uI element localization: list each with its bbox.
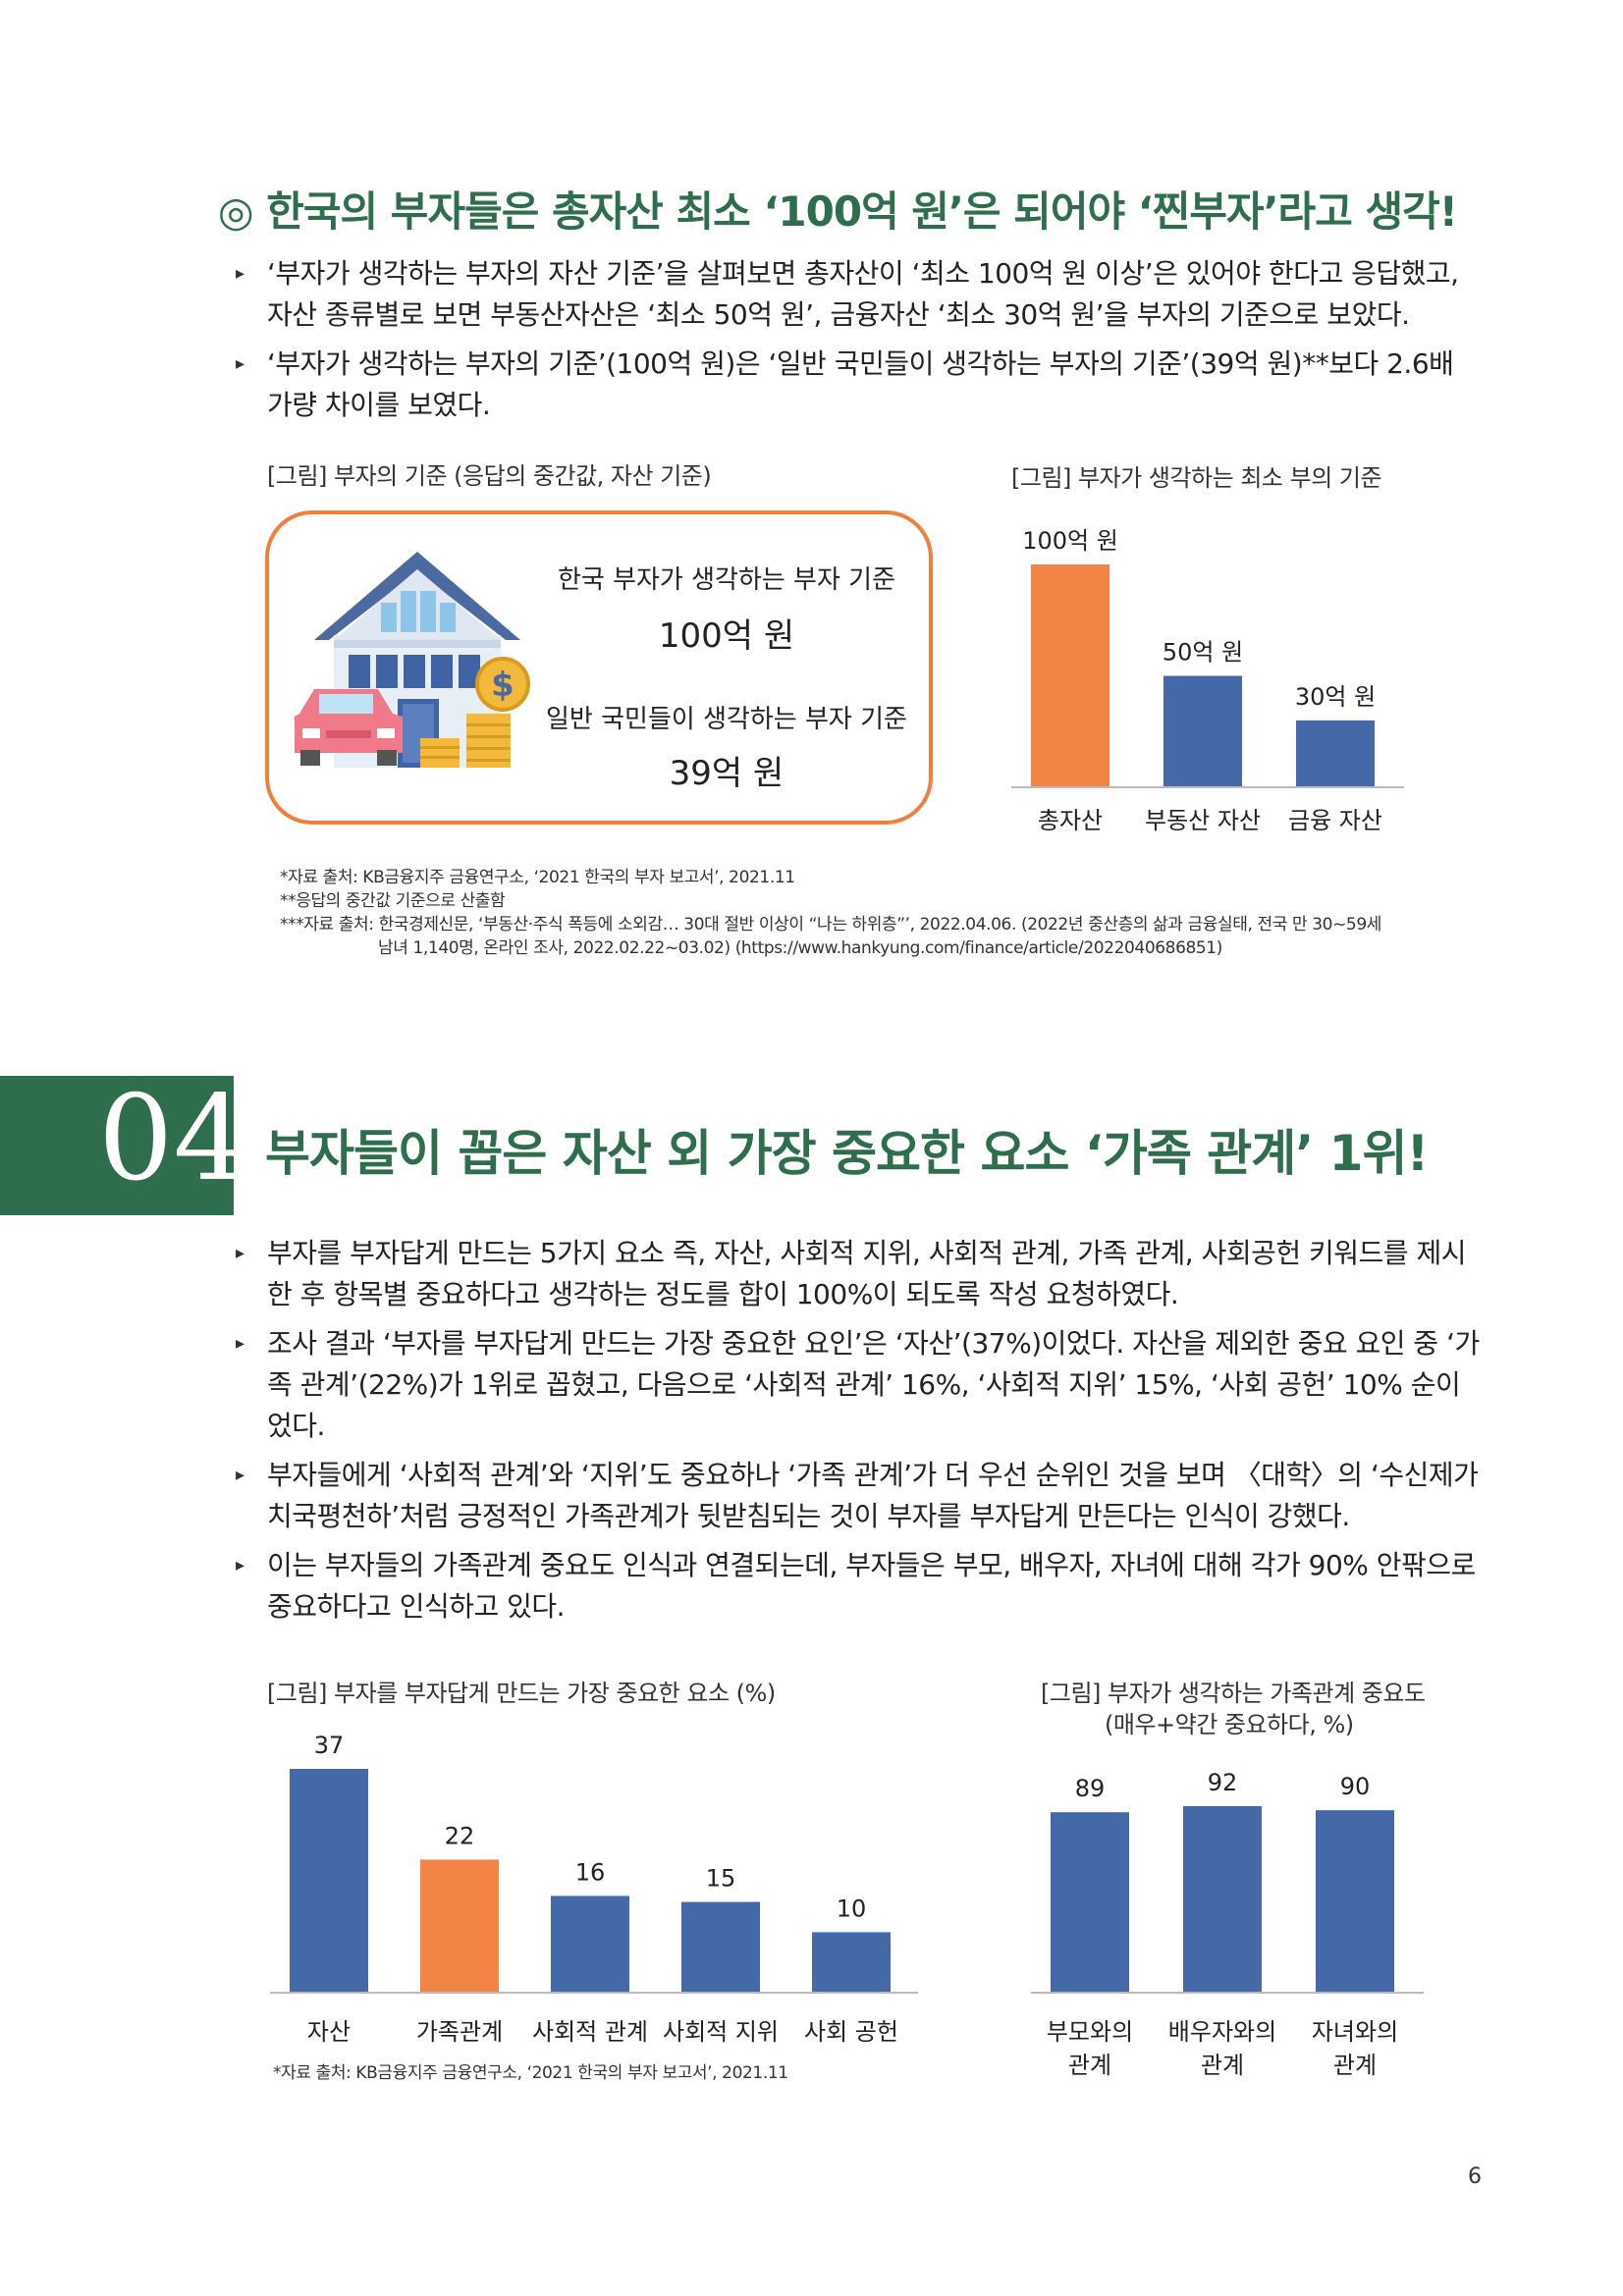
category-label: 부모와의	[1047, 2018, 1133, 2046]
footnote: *자료 출처: KB금융지주 금융연구소, ‘2021 한국의 부자 보고서’,…	[280, 868, 795, 887]
data-label: 22	[445, 1822, 475, 1849]
section-title: 부자들이 꼽은 자산 외 가장 중요한 요소 ‘가족 관계’ 1위!	[265, 1125, 1429, 1182]
figure-caption: [그림] 부자를 부자답게 만드는 가장 중요한 요소 (%)	[267, 1680, 776, 1707]
category-label: 관계	[1068, 2052, 1111, 2079]
category-label: 관계	[1201, 2052, 1244, 2079]
bar	[551, 1896, 629, 1993]
category-label: 관계	[1333, 2052, 1377, 2079]
bullet-item: 부자들에게 ‘사회적 관계’와 ‘지위’도 중요하나 ‘가족 관계’가 더 우선…	[236, 1455, 1483, 1537]
category-label: 가족관계	[416, 2018, 503, 2046]
category-label: 총자산	[1038, 807, 1103, 834]
section-number-badge	[0, 1076, 234, 1215]
category-label: 금융 자산	[1288, 807, 1382, 834]
category-label: 사회 공헌	[804, 2018, 898, 2046]
criteria-value-rich: 100억 원	[658, 616, 795, 656]
bullet-item: 이는 부자들의 가족관계 중요도 인식과 연결되는데, 부자들은 부모, 배우자…	[236, 1545, 1483, 1628]
bar	[681, 1901, 760, 1993]
data-label: 90	[1340, 1773, 1371, 1800]
footnote: *자료 출처: KB금융지주 금융연구소, ‘2021 한국의 부자 보고서’,…	[273, 2063, 788, 2083]
criteria-value-public: 39억 원	[669, 754, 784, 793]
bar	[1316, 1810, 1394, 1993]
data-label: 92	[1208, 1769, 1238, 1796]
bar	[1183, 1806, 1262, 1993]
bar	[812, 1932, 891, 1993]
bar	[1163, 675, 1242, 787]
bullet-item: ‘부자가 생각하는 부자의 기준’(100억 원)은 ‘일반 국민들이 생각하는…	[236, 344, 1483, 426]
footnote: ***자료 출처: 한국경제신문, ‘부동산·주식 폭등에 소외감… 30대 절…	[280, 915, 1381, 934]
bar	[290, 1769, 368, 1993]
category-label: 자산	[307, 2018, 351, 2046]
data-label: 37	[314, 1732, 345, 1759]
key-factors-bar-chart: 37 자산 22 가족관계 16 사회적 관계 15 사회적 지위 10 사회 공헌	[270, 1732, 918, 2046]
bar	[420, 1859, 499, 1993]
figure-caption: [그림] 부자가 생각하는 가족관계 중요도	[1041, 1680, 1426, 1707]
wealth-criteria-box	[265, 510, 933, 825]
figure-caption-sub: (매우+약간 중요하다, %)	[1105, 1711, 1354, 1738]
criteria-label-public: 일반 국민들이 생각하는 부자 기준	[546, 705, 907, 734]
bullet-item: 부자를 부자답게 만드는 5가지 요소 즉, 자산, 사회적 지위, 사회적 관…	[236, 1233, 1483, 1315]
data-label: 30억 원	[1295, 683, 1376, 711]
category-label: 사회적 지위	[663, 2018, 779, 2046]
data-label: 15	[706, 1865, 736, 1893]
bullet-item: 조사 결과 ‘부자를 부자답게 만드는 가장 중요한 요인’은 ‘자산’(37%…	[236, 1323, 1483, 1447]
figure-caption: [그림] 부자의 기준 (응답의 중간값, 자산 기준)	[267, 462, 712, 490]
category-label: 사회적 관계	[532, 2018, 648, 2046]
section1-notes: *자료 출처: KB금융지주 금융연구소, ‘2021 한국의 부자 보고서’,…	[280, 866, 1507, 960]
category-label: 배우자와의	[1168, 2018, 1276, 2046]
data-label: 89	[1075, 1775, 1106, 1802]
section1-bullets: ‘부자가 생각하는 부자의 자산 기준’을 살펴보면 총자산이 ‘최소 100억…	[236, 253, 1483, 434]
data-label: 50억 원	[1163, 639, 1243, 667]
bar	[1296, 720, 1375, 787]
section-number: 04	[98, 1071, 248, 1207]
section-title: ◎ 한국의 부자들은 총자산 최소 ‘100억 원’은 되어야 ‘찐부자’라고 …	[218, 187, 1458, 236]
data-label: 100억 원	[1022, 527, 1118, 555]
footnote: 남녀 1,140명, 온라인 조사, 2022.02.22~03.02) (ht…	[378, 938, 1222, 958]
house-car-money-icon: $	[295, 552, 530, 768]
figure-caption: [그림] 부자가 생각하는 최소 부의 기준	[1011, 464, 1382, 492]
category-label: 부동산 자산	[1145, 807, 1261, 834]
bar	[1051, 1812, 1129, 1993]
criteria-label-rich: 한국 부자가 생각하는 부자 기준	[557, 565, 896, 595]
bar	[1031, 564, 1109, 787]
page-number: 6	[1468, 2164, 1482, 2189]
category-label: 자녀와의	[1312, 2018, 1398, 2046]
section2-bullets: 부자를 부자답게 만드는 5가지 요소 즉, 자산, 사회적 지위, 사회적 관…	[236, 1233, 1483, 1635]
footnote: **응답의 중간값 기준으로 산출함	[280, 891, 506, 911]
bullet-item: ‘부자가 생각하는 부자의 자산 기준’을 살펴보면 총자산이 ‘최소 100억…	[236, 253, 1483, 336]
svg-text:$: $	[491, 666, 514, 705]
data-label: 10	[837, 1895, 867, 1922]
data-label: 16	[575, 1858, 606, 1886]
